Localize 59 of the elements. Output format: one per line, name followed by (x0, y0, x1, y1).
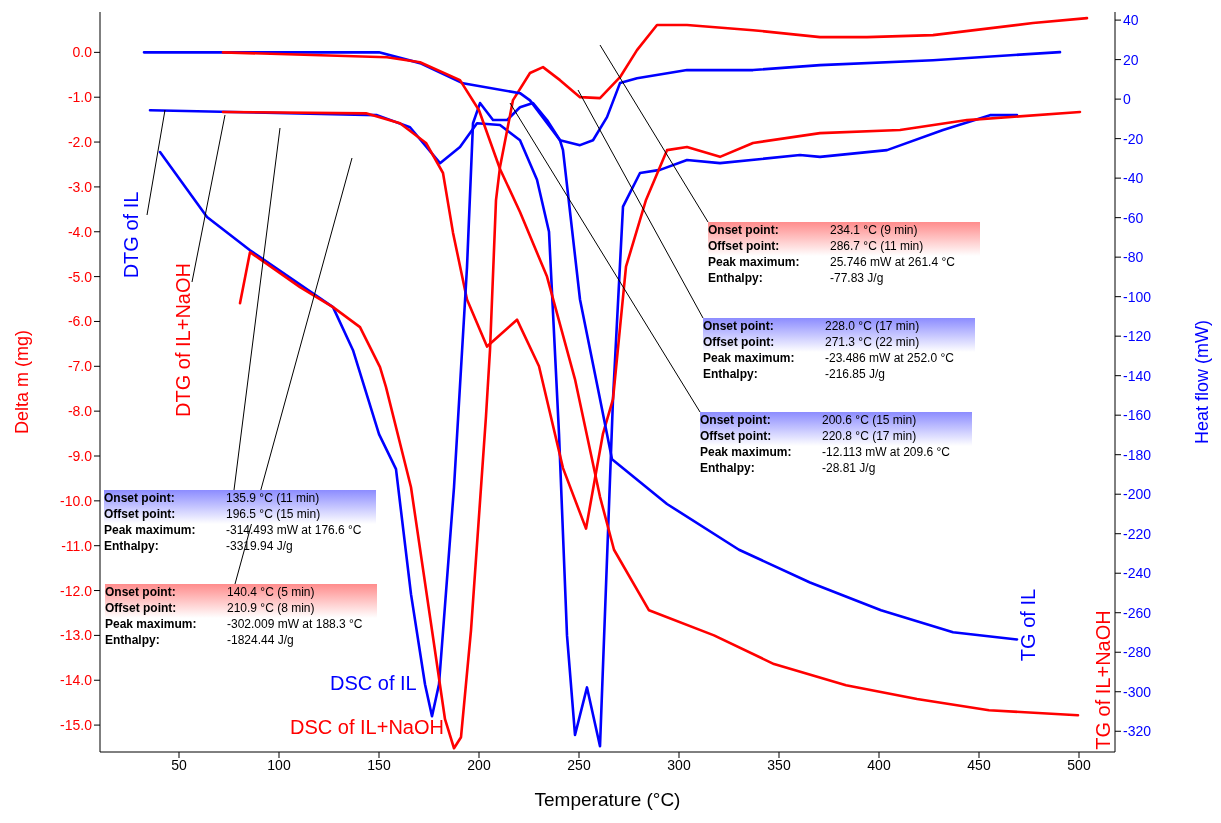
text: DTG of IL (120, 191, 142, 279)
x-tick-label: 450 (967, 756, 991, 773)
y2-tick-label: -40 (1123, 170, 1144, 187)
y2-tick-label: -80 (1123, 249, 1144, 266)
y-tick-label: -11.0 (61, 537, 93, 554)
y-tick-label: -3.0 (67, 178, 93, 195)
y2-tick-label: -120 (1123, 328, 1152, 345)
y-tick-label: -12.0 (60, 582, 93, 599)
x-tick-label: 350 (767, 756, 791, 773)
y-tick-label: -14.0 (60, 672, 93, 689)
text: TG of IL+NaOH (1092, 610, 1114, 750)
text: Onset point: 135.9 °C (11 min) Offset point: 196.5 °C (15 min) Peak maximum: -314.493 mW at 176.6 °C Enthalpy: -3319.94 J/g (104, 491, 362, 553)
y-tick-label: -9.0 (67, 447, 93, 464)
series-label: DSC of IL (330, 672, 417, 694)
text: Onset point: 228.0 °C (17 min) Offset point: 271.3 °C (22 min) Peak maximum: -23.486 mW at 252.0 °C Enthalpy: -216.85 J/g (703, 319, 954, 381)
text: Onset point: 140.4 °C (5 min) Offset point: 210.9 °C (8 min) Peak maximum: -302.009 mW at 188.3 °C Enthalpy: -1824.44 J/g (105, 585, 363, 647)
y2-tick-label: 0 (1123, 91, 1131, 108)
y2-tick-label: -320 (1123, 723, 1152, 740)
x-tick-label: 250 (567, 756, 591, 773)
y2-tick-label: -260 (1123, 604, 1152, 621)
y-tick-label: -13.0 (60, 627, 93, 644)
y-tick-label: -8.0 (67, 403, 93, 420)
y2-tick-label: -160 (1123, 407, 1152, 424)
y-tick-label: 0.0 (72, 44, 93, 61)
y2-tick-label: -100 (1123, 288, 1152, 305)
y2-tick-label: -20 (1123, 130, 1144, 147)
x-tick-label: 100 (267, 756, 291, 773)
y2-tick-label: -280 (1123, 644, 1152, 661)
y2-axis-title: Heat flow (mW) (1192, 319, 1212, 445)
x-tick-label: 200 (467, 756, 491, 773)
y-tick-label: -7.0 (67, 358, 93, 375)
x-tick-label: 150 (367, 756, 391, 773)
series-label: DSC of IL+NaOH (290, 716, 444, 738)
y2-tick-label: -60 (1123, 209, 1144, 226)
x-tick-label: 300 (667, 756, 691, 773)
text: Onset point: 200.6 °C (15 min) Offset point: 220.8 °C (17 min) Peak maximum: -12.113 mW at 209.6 °C Enthalpy: -28.81 J/g (700, 413, 950, 475)
y2-tick-label: 40 (1123, 12, 1139, 29)
y2-tick-label: -220 (1123, 525, 1152, 542)
text: Onset point: 234.1 °C (9 min) Offset point: 286.7 °C (11 min) Peak maximum: 25.746 mW at 261.4 °C Enthalpy: -77.83 J/g (708, 223, 955, 285)
y2-tick-label: -300 (1123, 683, 1152, 700)
text: TG of IL (1017, 588, 1039, 662)
x-axis-title: Temperature (°C) (534, 789, 681, 810)
y2-tick-label: -140 (1123, 367, 1152, 384)
text: DTG of IL+NaOH (172, 263, 194, 417)
y-tick-label: -5.0 (67, 268, 93, 285)
y-tick-label: -15.0 (60, 717, 93, 734)
y-axis-title: Delta m (mg) (12, 329, 32, 435)
y2-tick-label: -200 (1123, 486, 1152, 503)
x-tick-label: 500 (1067, 756, 1091, 773)
y2-tick-label: 20 (1123, 51, 1139, 68)
y-tick-label: -10.0 (60, 492, 93, 509)
y2-tick-label: -180 (1123, 446, 1152, 463)
y-tick-label: -1.0 (67, 89, 93, 106)
y-tick-label: -6.0 (67, 313, 93, 330)
x-tick-label: 50 (171, 756, 187, 773)
y-tick-label: -4.0 (67, 223, 93, 240)
x-tick-label: 400 (867, 756, 891, 773)
y2-tick-label: -240 (1123, 565, 1152, 582)
y-tick-label: -2.0 (67, 134, 93, 151)
